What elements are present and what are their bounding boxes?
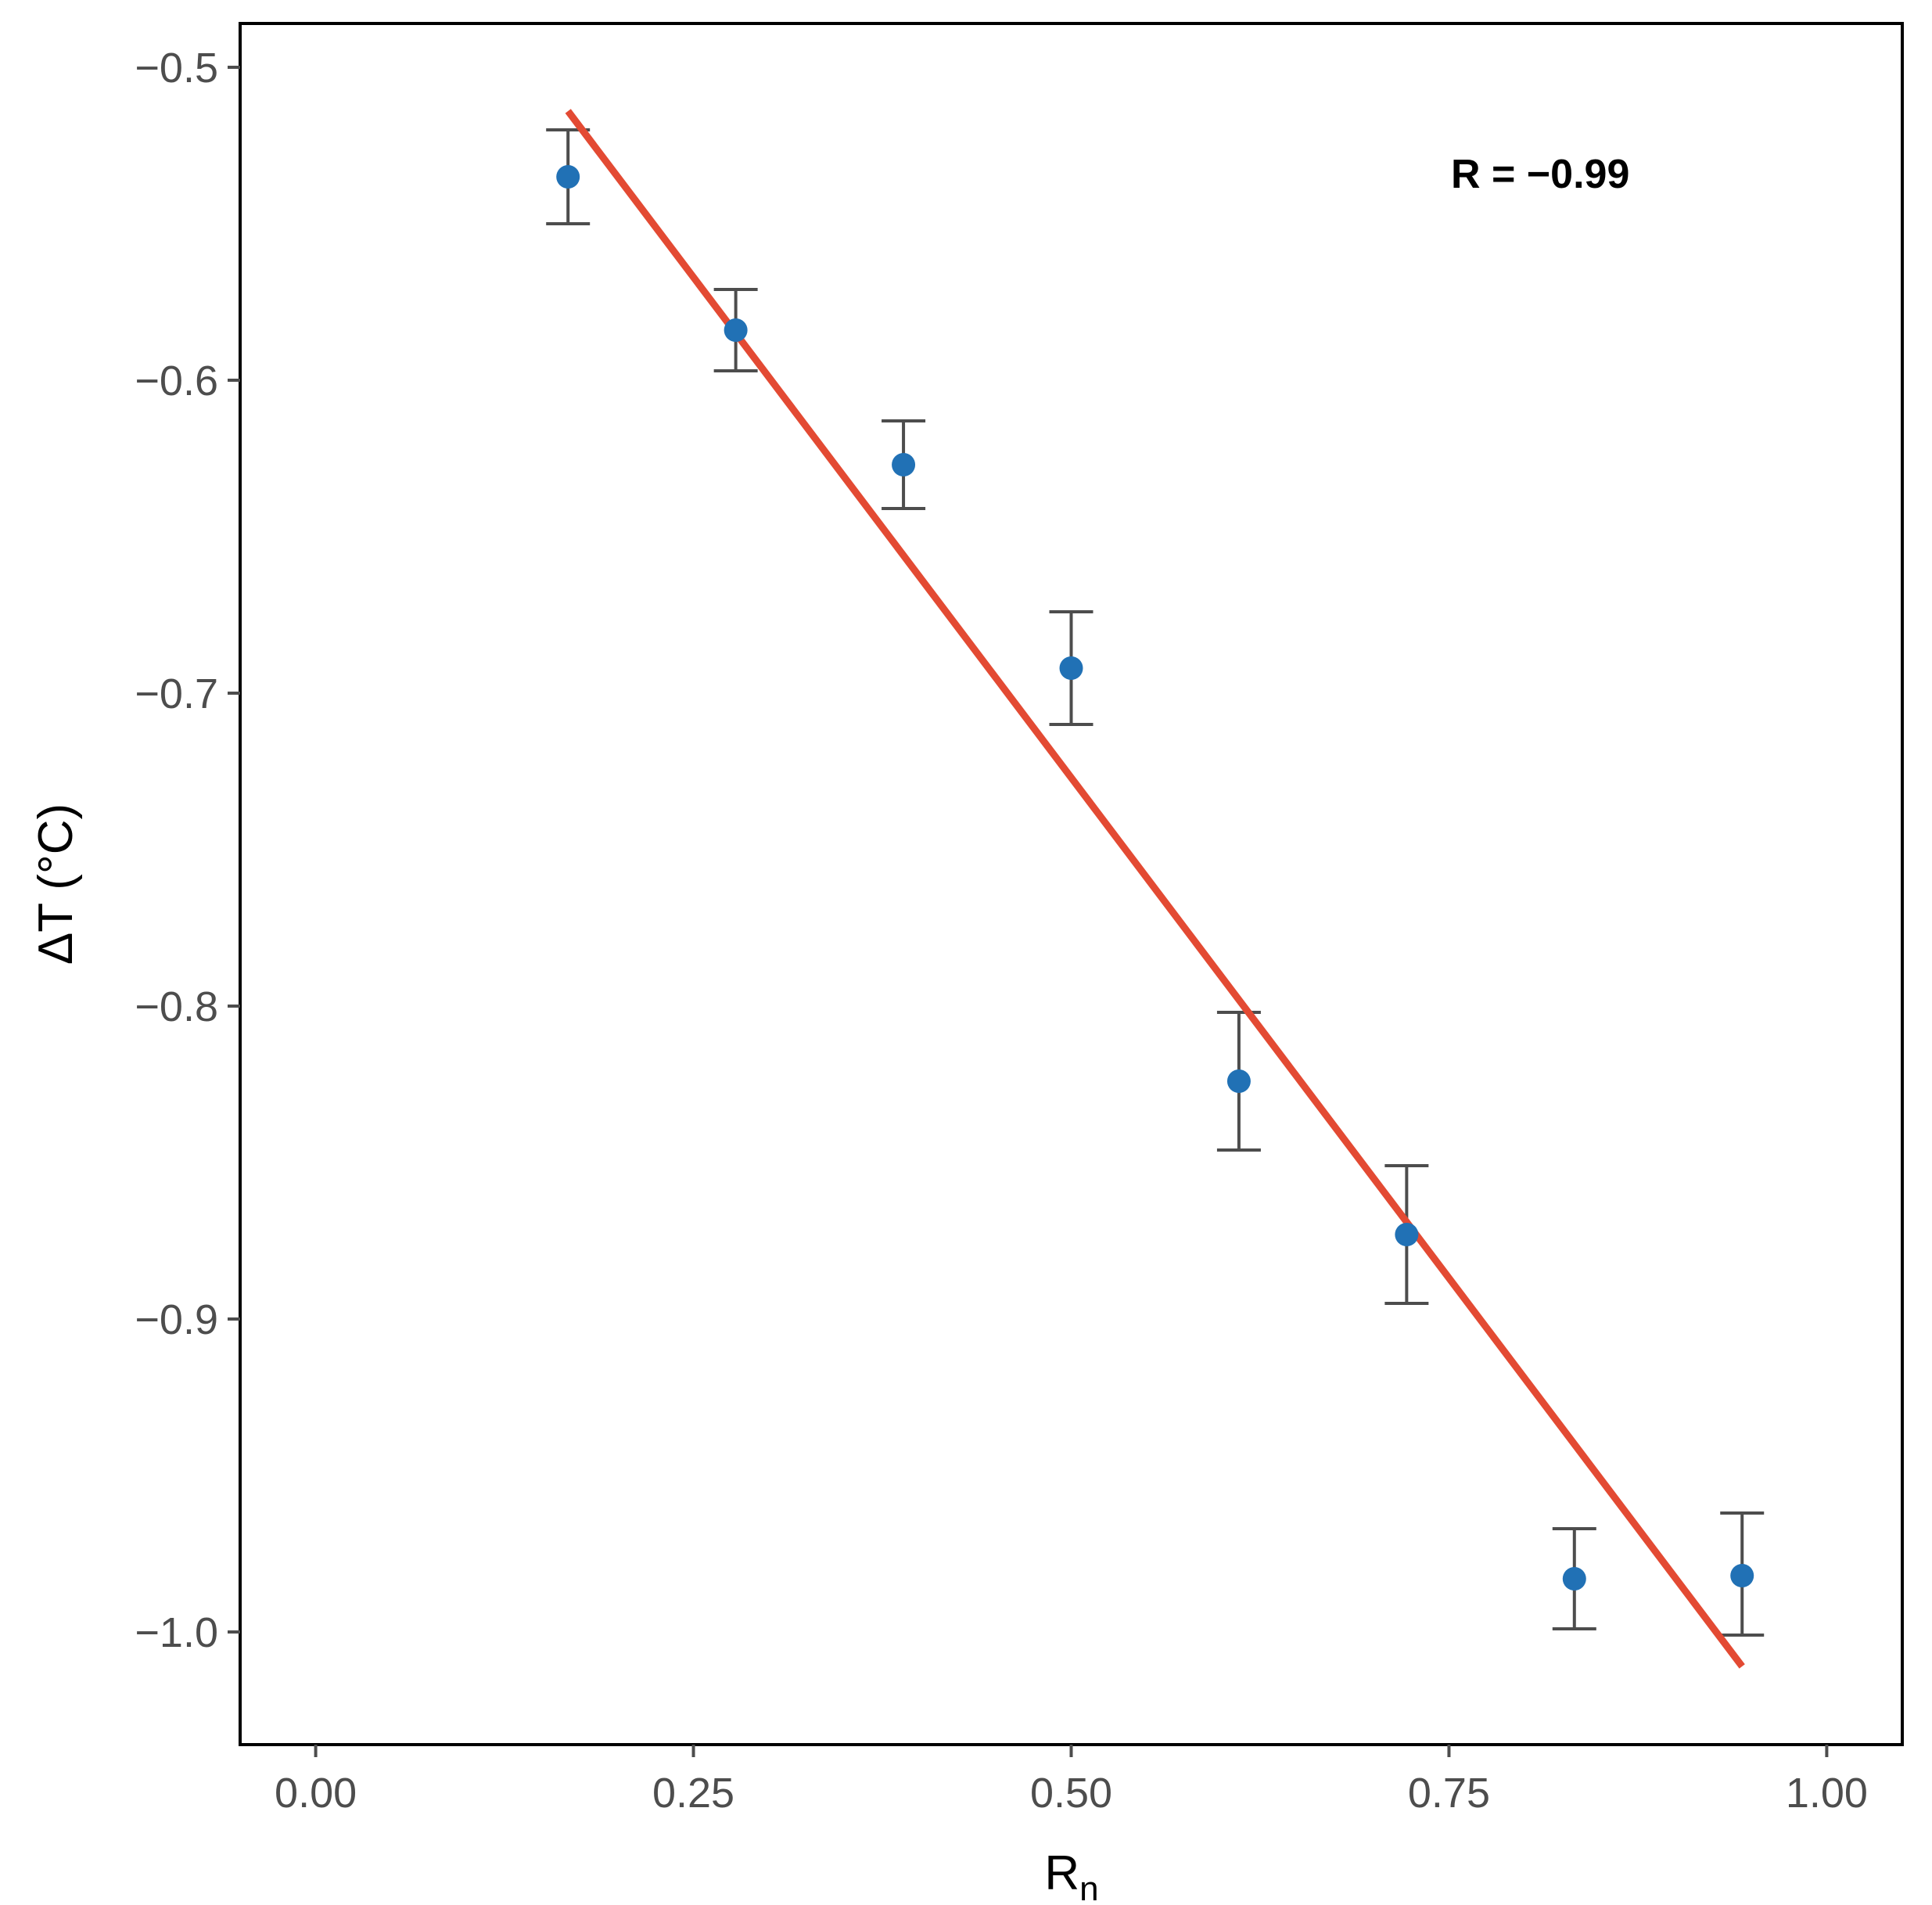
correlation-annotation: R = −0.99 — [1451, 152, 1629, 197]
x-tick-label: 0.50 — [1030, 1770, 1112, 1817]
x-tick-label: 0.00 — [275, 1770, 357, 1817]
data-point — [892, 453, 916, 476]
data-point — [1562, 1567, 1586, 1590]
data-point — [1730, 1564, 1754, 1587]
x-axis-ticks: 0.00 0.25 0.50 0.75 1.00 — [275, 1745, 1868, 1817]
data-points — [556, 165, 1754, 1590]
y-axis-title: ΔT (°C) — [29, 803, 83, 965]
y-tick-label: −0.5 — [135, 45, 218, 92]
x-tick-label: 1.00 — [1786, 1770, 1868, 1817]
error-bars — [546, 128, 1765, 1637]
fit-line-group — [565, 109, 1745, 1669]
regression-line — [565, 109, 1745, 1669]
y-tick-label: −0.6 — [135, 358, 218, 404]
x-tick-label: 0.75 — [1408, 1770, 1490, 1817]
y-tick-label: −0.9 — [135, 1296, 218, 1343]
data-point — [1395, 1223, 1419, 1246]
data-point — [1059, 656, 1083, 680]
data-point — [1226, 1069, 1251, 1093]
y-tick-label: −0.7 — [135, 670, 218, 717]
data-point — [556, 165, 580, 189]
y-axis-ticks: −0.5 −0.6 −0.7 −0.8 −0.9 −1.0 — [135, 45, 240, 1656]
x-axis-title-main: R — [1044, 1846, 1079, 1900]
data-point — [724, 318, 748, 342]
y-tick-label: −1.0 — [135, 1609, 218, 1656]
x-axis-title-subscript: n — [1079, 1870, 1098, 1905]
plot-panel-border — [239, 22, 1904, 1746]
y-tick-label: −0.8 — [135, 983, 218, 1030]
x-axis-title: Rn — [1044, 1846, 1098, 1905]
x-tick-label: 0.25 — [652, 1770, 734, 1817]
